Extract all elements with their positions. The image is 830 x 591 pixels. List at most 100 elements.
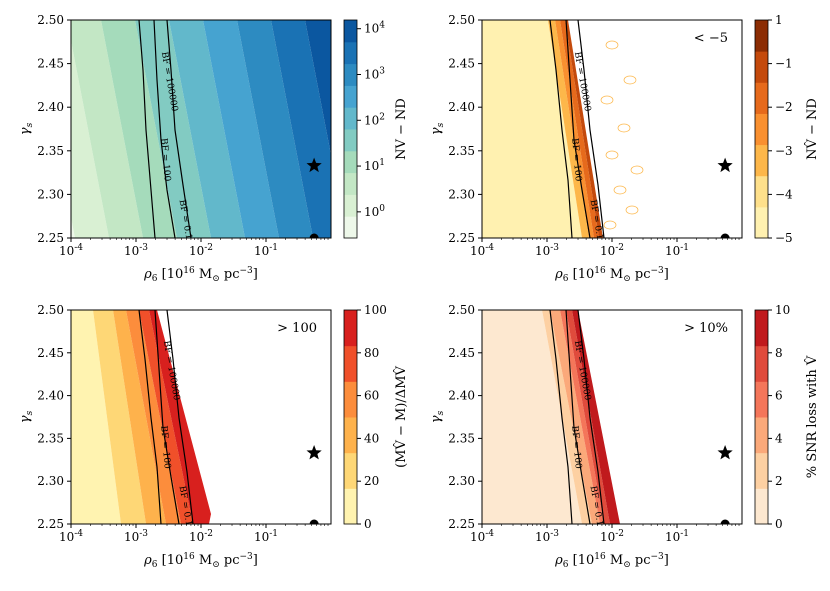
y-tick-label: 2.40 (448, 389, 475, 403)
contour-island (623, 75, 637, 85)
contour-band (237, 20, 313, 238)
contour-band (71, 20, 143, 238)
colorbar-frame (343, 19, 358, 239)
contour-band (482, 310, 582, 524)
star-marker (717, 157, 733, 173)
y-tick-label: 2.30 (37, 474, 64, 488)
y-axis-label: γs (429, 410, 446, 423)
plot-area (71, 20, 331, 238)
colorbar-segment (344, 381, 357, 418)
bf-contour-label: BF = 100 (569, 425, 583, 469)
dot-marker (720, 233, 730, 238)
colorbar-segment (755, 310, 768, 347)
colorbar-segment (755, 20, 768, 52)
contour-band (542, 310, 592, 524)
y-tick-label: 2.30 (448, 474, 475, 488)
colorbar-segment (344, 417, 357, 454)
colorbar-segment (344, 41, 357, 65)
bf-contour-line (549, 310, 573, 524)
x-tick-label: 10-4 (470, 243, 494, 258)
dot-marker (309, 233, 319, 238)
y-tick-label: 2.45 (37, 57, 64, 71)
bf-contour-label: BF = 100 (569, 138, 583, 182)
colorbar-tick-label: −1 (775, 57, 793, 71)
colorbar-segment (755, 113, 768, 146)
colorbar-tick-label: 10 (775, 303, 790, 317)
colorbar-segment (755, 417, 768, 454)
contour-band (169, 20, 245, 238)
colorbar-segment (755, 82, 768, 114)
x-axis-label: ρ6 [1016 M⊙ pc−3] (143, 552, 258, 570)
colorbar-tick-label: −4 (775, 187, 793, 201)
y-tick-label: 2.50 (448, 13, 475, 27)
colorbar-tick-label: −5 (775, 231, 793, 245)
bf-contour-line (138, 310, 162, 524)
x-tick-label: 10-3 (535, 529, 559, 544)
contour-band (565, 20, 603, 238)
colorbar-segment (755, 381, 768, 418)
colorbar: 0 20 40 60 80 100 (MV̂ − M)/ΔMV̂ (343, 303, 409, 531)
dot-marker (309, 519, 319, 524)
bf-contour-line (577, 310, 605, 524)
contour-band (305, 20, 331, 155)
star-marker (717, 445, 733, 460)
x-tick-label: 10-3 (124, 243, 148, 258)
colorbar-tick-label: 101 (364, 158, 385, 173)
contour-island (617, 123, 631, 133)
region-annotation: > 10% (684, 321, 728, 336)
colorbar-segment (344, 310, 357, 347)
colorbar-tick-label: 100 (364, 303, 387, 317)
x-tick-label: 10-1 (254, 243, 278, 258)
bf-contour-line (549, 20, 573, 238)
y-tick-label: 2.40 (448, 100, 475, 114)
colorbar-tick-label: 6 (775, 389, 783, 403)
colorbar: 1 −1 −2 −3 −4 −5 NV̂ − ND (754, 13, 820, 245)
contour-island (600, 95, 614, 105)
star-marker (306, 445, 322, 460)
colorbar-segment (344, 20, 357, 43)
y-tick-label: 2.50 (448, 303, 475, 317)
contour-band (560, 310, 604, 524)
y-tick-label: 2.30 (448, 187, 475, 201)
region-annotation: > 100 (277, 321, 317, 336)
y-tick-label: 2.25 (448, 517, 475, 531)
x-tick-label: 10-2 (600, 529, 624, 544)
colorbar-segment (344, 107, 357, 130)
x-axis-label: ρ6 [1016 M⊙ pc−3] (554, 266, 669, 284)
bf-contour-line (138, 20, 156, 238)
colorbar-tick-label: 4 (775, 431, 783, 445)
contour-band (101, 20, 177, 238)
colorbar-tick-label: −3 (775, 144, 793, 158)
contour-band (566, 310, 610, 524)
colorbar-tick-label: 103 (364, 67, 385, 82)
contour-band (113, 310, 166, 524)
x-axis-label: ρ6 [1016 M⊙ pc−3] (554, 552, 669, 570)
plot-area (71, 310, 331, 524)
plot-area (482, 20, 742, 238)
contour-band (71, 217, 75, 238)
contour-island (605, 150, 619, 160)
colorbar-tick-label: −2 (775, 100, 793, 114)
colorbar-segment (755, 488, 768, 525)
colorbar-segment (344, 85, 357, 108)
y-tick-label: 2.45 (37, 346, 64, 360)
contour-band (548, 20, 589, 238)
y-tick-label: 2.30 (37, 187, 64, 201)
contour-island (605, 40, 619, 50)
x-tick-label: 10-2 (189, 529, 213, 544)
y-tick-label: 2.45 (448, 57, 475, 71)
colorbar-segment (755, 144, 768, 177)
y-tick-label: 2.25 (37, 231, 64, 245)
contour-band (126, 310, 181, 524)
x-tick-label: 10-4 (59, 243, 83, 258)
x-tick-label: 10-4 (59, 529, 83, 544)
dot-marker (720, 519, 730, 524)
contour-band (135, 20, 211, 238)
x-tick-label: 10-4 (470, 529, 494, 544)
y-tick-label: 2.25 (37, 517, 64, 531)
colorbar-segment (755, 452, 768, 489)
colorbar-segment (344, 129, 357, 152)
colorbar-segment (755, 51, 768, 83)
